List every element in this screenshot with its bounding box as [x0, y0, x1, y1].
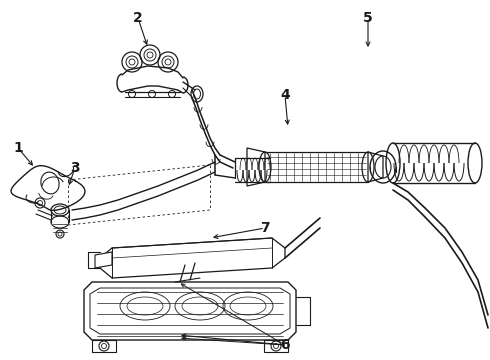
Text: 1: 1: [13, 141, 23, 155]
Text: 3: 3: [70, 161, 80, 175]
Text: 5: 5: [363, 11, 373, 25]
Text: 4: 4: [280, 88, 290, 102]
Polygon shape: [95, 252, 112, 268]
Text: 6: 6: [280, 338, 290, 352]
Text: 7: 7: [260, 221, 270, 235]
Polygon shape: [84, 282, 296, 340]
Text: 2: 2: [133, 11, 143, 25]
Polygon shape: [92, 340, 116, 352]
Polygon shape: [264, 340, 288, 352]
